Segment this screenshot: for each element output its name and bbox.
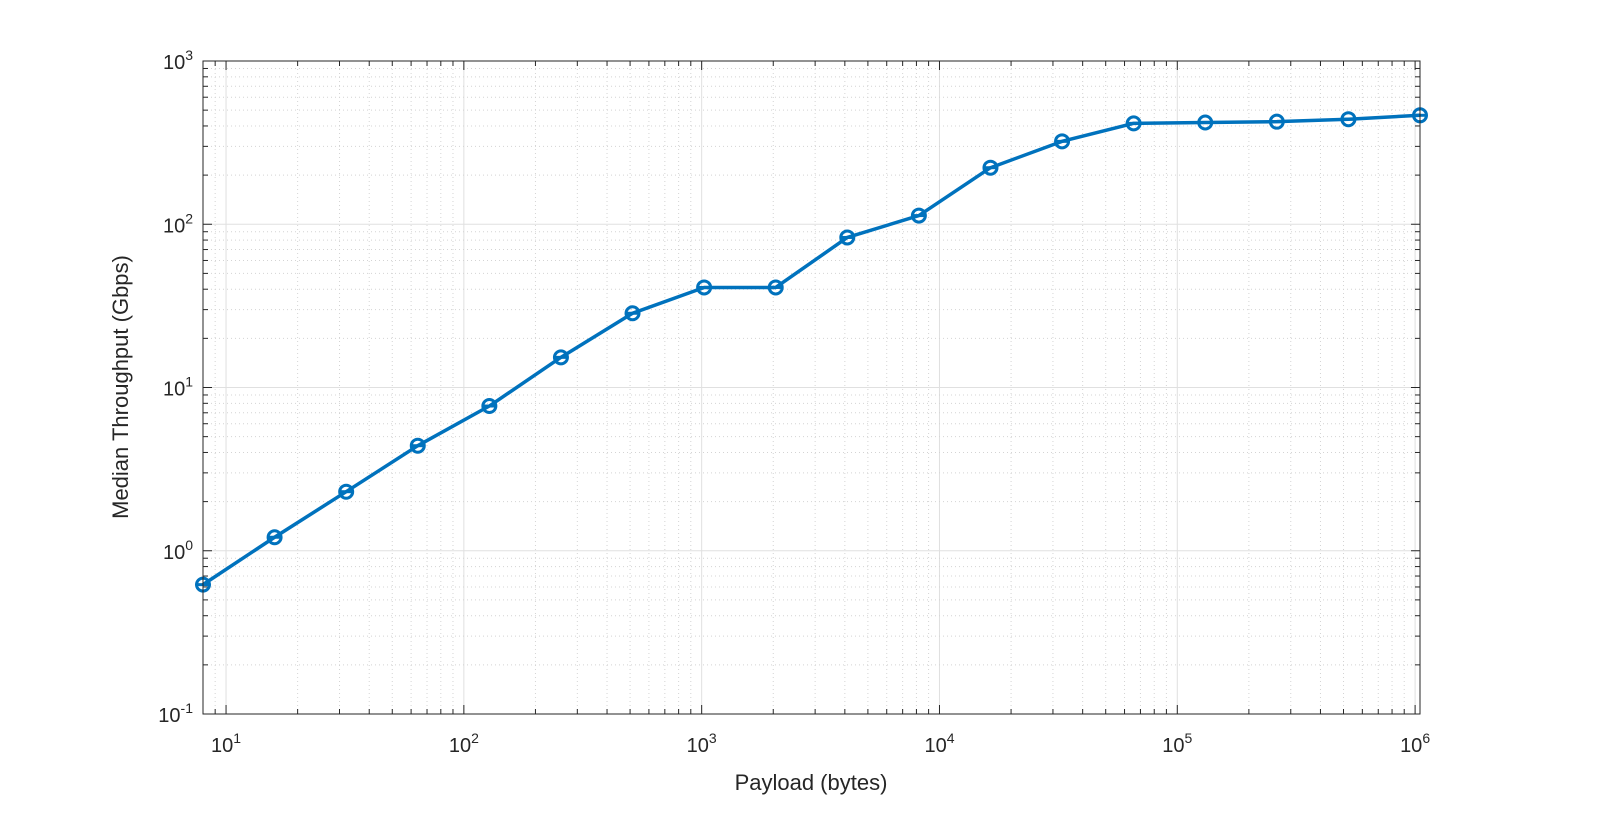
x-tick-label: 101 xyxy=(211,730,241,757)
data-point-marker xyxy=(409,437,426,454)
x-axis-label: Payload (bytes) xyxy=(735,770,888,795)
data-point-marker xyxy=(481,398,498,415)
data-point-marker xyxy=(910,207,927,224)
x-tick-label: 106 xyxy=(1400,730,1430,757)
data-point-marker xyxy=(1197,114,1214,131)
data-point-marker xyxy=(1268,113,1285,130)
data-point-marker xyxy=(1125,115,1142,132)
x-tick-label: 102 xyxy=(449,730,479,757)
data-point-marker xyxy=(767,279,784,296)
grid xyxy=(202,60,1420,715)
y-tick-label: 100 xyxy=(163,537,193,564)
y-tick-label: 102 xyxy=(163,210,193,237)
data-point-marker xyxy=(696,279,713,296)
data-point-marker xyxy=(1054,133,1071,150)
y-tick-label: 103 xyxy=(163,47,193,74)
axes-box xyxy=(202,60,1421,715)
x-tick-label: 105 xyxy=(1162,730,1192,757)
data-point-marker xyxy=(624,305,641,322)
y-tick-label: 101 xyxy=(163,374,193,401)
data-point-marker xyxy=(982,159,999,176)
series-line xyxy=(202,113,1421,587)
data-point-marker xyxy=(552,349,569,366)
data-point-marker xyxy=(338,483,355,500)
data-point-marker xyxy=(1340,111,1357,128)
y-axis-label: Median Throughput (Gbps) xyxy=(108,255,133,519)
ticks: 101 102 103 104 105 106 10-1 100 101 102 103 xyxy=(158,47,1430,757)
data-point-marker xyxy=(839,229,856,246)
series xyxy=(195,107,1428,593)
y-tick-label: 10-1 xyxy=(158,700,193,727)
x-tick-label: 104 xyxy=(924,730,954,757)
data-point-marker xyxy=(266,529,283,546)
x-tick-label: 103 xyxy=(687,730,717,757)
